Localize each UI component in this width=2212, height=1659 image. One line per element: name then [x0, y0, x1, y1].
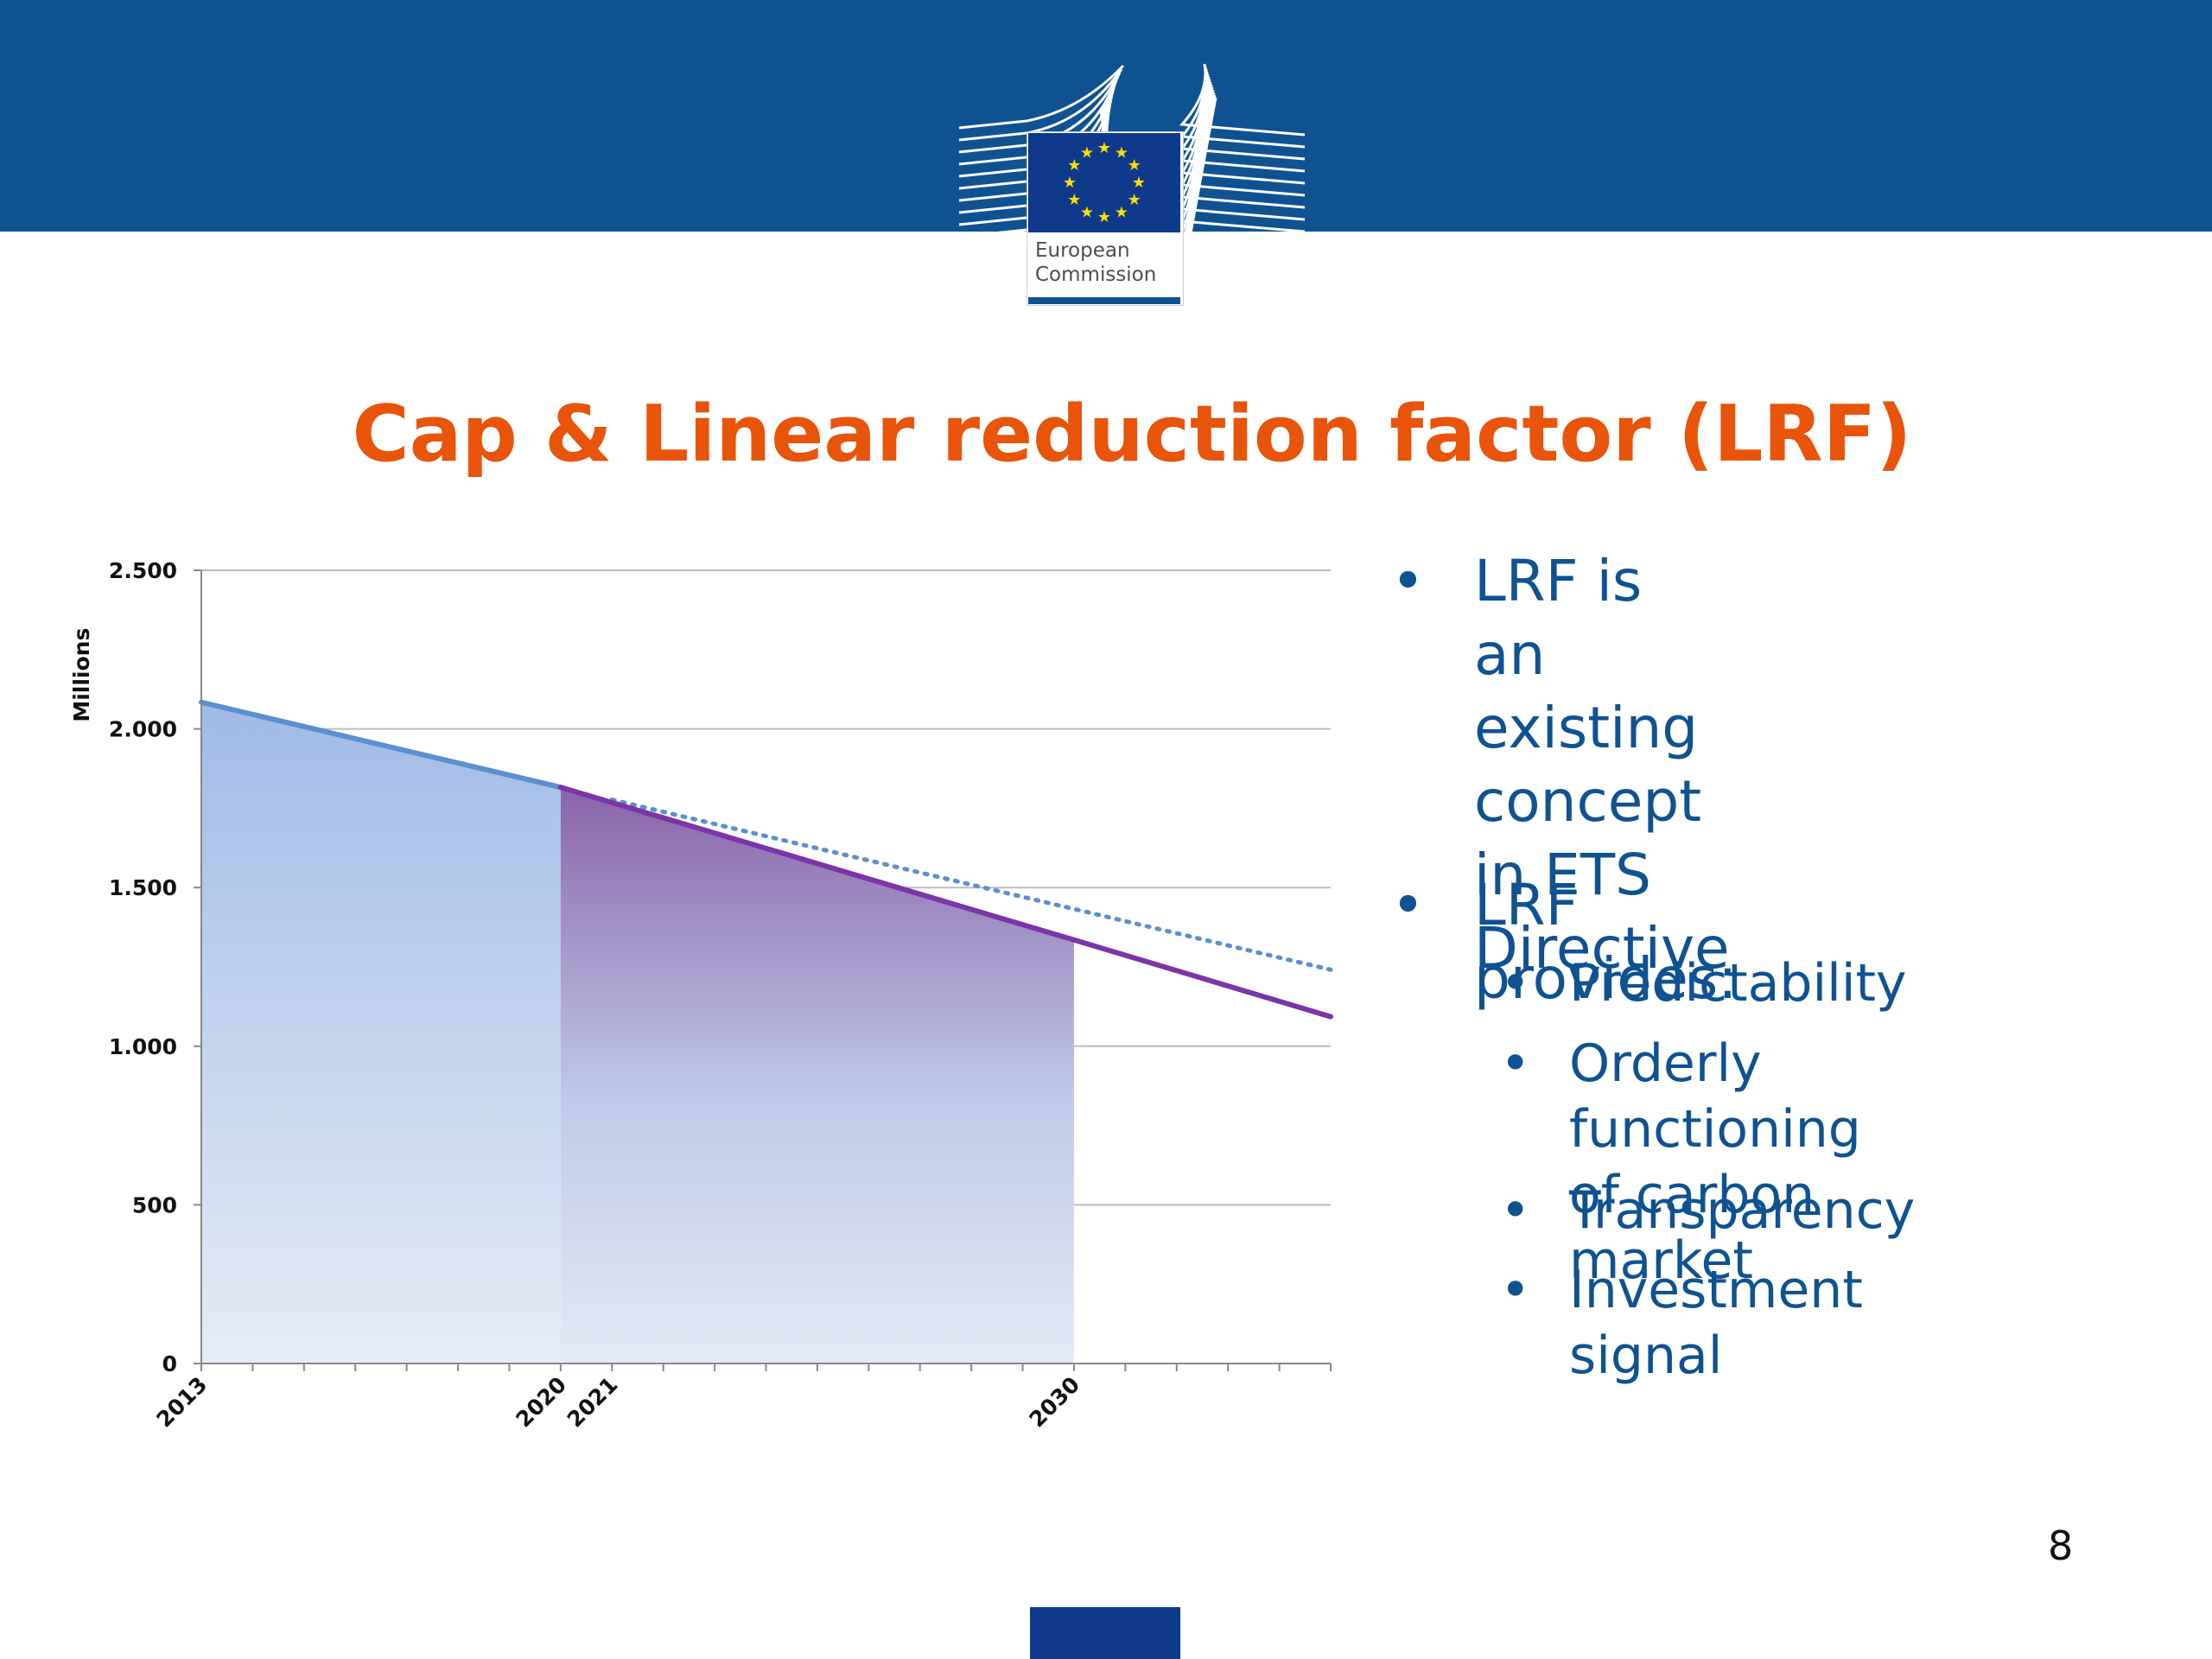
eu-star-icon: ★ [1115, 204, 1128, 222]
eu-star-icon: ★ [1080, 204, 1094, 222]
bullet-line: LRF is an existing [1474, 548, 1699, 761]
footer-block [1030, 1607, 1180, 1659]
y-tick-label: 1.000 [109, 1034, 177, 1059]
eu-star-icon: ★ [1132, 174, 1146, 192]
sub-bullet-line: Orderly functioning [1569, 1033, 1861, 1160]
eu-star-icon: ★ [1067, 191, 1081, 209]
eu-star-icon: ★ [1097, 208, 1111, 226]
bullet-dot: • [1391, 872, 1425, 938]
slide-title: Cap & Linear reduction factor (LRF) [352, 389, 1912, 480]
eu-star-icon: ★ [1097, 139, 1111, 157]
sub-bullet-text: Transparency [1569, 1180, 1916, 1241]
x-tick-label: 2013 [152, 1372, 213, 1433]
x-tick-label: 2021 [563, 1372, 623, 1433]
logo-text-line2: Commission [1035, 264, 1157, 286]
sub-bullet-dot: • [1500, 953, 1531, 1014]
lrf-line-2021-2030 [557, 785, 1077, 943]
cap-area-2013-2020 [201, 702, 561, 1363]
x-tick-label: 2030 [1024, 1372, 1084, 1433]
logo-underline [1028, 297, 1180, 304]
lrf-line-after-2030 [1071, 937, 1333, 1020]
sub-bullet-line: of carbon market [1569, 1165, 1815, 1291]
sub-bullet-dot: • [1500, 1180, 1531, 1241]
cap-chart: 0 500 1.000 1.500 2.000 2.500 Millions 2013 2020… [69, 558, 1333, 1433]
dotted-cap-line [609, 797, 1333, 972]
sub-bullet-dot: • [1500, 1260, 1531, 1320]
eu-star-icon: ★ [1080, 143, 1094, 162]
eu-star-icon: ★ [1115, 143, 1128, 162]
bullet-text: LRF provides: [1474, 872, 1738, 1012]
bullet-line: Directive [1474, 915, 1730, 982]
eu-star-icon: ★ [1067, 156, 1081, 175]
logo-text-line1: European [1035, 239, 1130, 262]
sub-bullet-text: Investment signal [1569, 1260, 1863, 1386]
european-commission-logo: ★ ★ ★ ★ ★ ★ ★ ★ ★ ★ ★ ★ European Commission [950, 59, 1313, 309]
cap-line-2013-2020 [199, 699, 563, 791]
sub-bullet-text: Predictability [1569, 953, 1907, 1014]
y-tick-label: 0 [162, 1351, 177, 1376]
sub-bullet-dot: • [1500, 1033, 1531, 1094]
bullet-dot: • [1391, 548, 1425, 614]
eu-star-icon: ★ [1128, 191, 1141, 209]
y-axis-label: Millions [69, 628, 94, 722]
page-number: 8 [2048, 1522, 2074, 1569]
eu-flag-icon: ★ ★ ★ ★ ★ ★ ★ ★ ★ ★ ★ ★ [1028, 133, 1180, 232]
cap-area-2021-2030 [560, 787, 1074, 1363]
eu-star-icon: ★ [1128, 156, 1141, 175]
y-tick-label: 2.500 [109, 558, 177, 583]
y-tick-label: 1.500 [109, 875, 177, 900]
x-tick-label: 2020 [511, 1372, 571, 1433]
eu-star-icon: ★ [1063, 174, 1077, 192]
bullet-line: concept in ETS [1474, 768, 1702, 908]
logo-text: European Commission [1035, 238, 1182, 287]
y-tick-label: 2.000 [109, 717, 177, 742]
y-tick-label: 500 [132, 1192, 177, 1217]
